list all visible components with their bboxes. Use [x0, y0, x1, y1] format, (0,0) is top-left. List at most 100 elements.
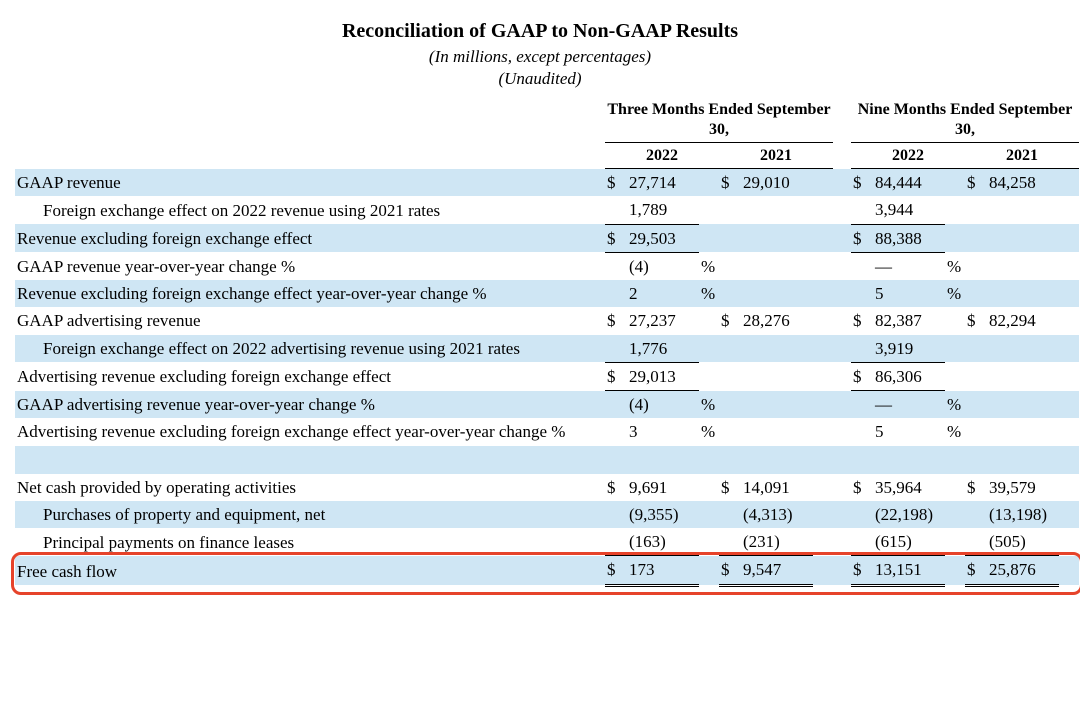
table-row: GAAP revenue $27,714 $29,010 $84,444 $84… [15, 169, 1079, 197]
cell-sym: $ [605, 362, 627, 390]
cell-num: 28,276 [741, 307, 813, 334]
cell-sym: $ [851, 556, 873, 585]
cell-num: 5 [873, 418, 945, 445]
cell-num: (22,198) [873, 501, 945, 528]
table-row: Principal payments on finance leases (16… [15, 528, 1079, 556]
cell-sym: $ [965, 169, 987, 197]
period-1-header: Three Months Ended September 30, [605, 97, 833, 143]
row-label: GAAP advertising revenue year-over-year … [15, 391, 605, 419]
row-label: GAAP revenue [15, 169, 605, 197]
row-label: Purchases of property and equipment, net [15, 501, 605, 528]
cell-sym: $ [719, 307, 741, 334]
cell-sym: $ [851, 474, 873, 501]
cell-num: 14,091 [741, 474, 813, 501]
cell-num: 1,776 [627, 335, 699, 363]
row-label: GAAP revenue year-over-year change % [15, 252, 605, 280]
row-label: Foreign exchange effect on 2022 revenue … [15, 196, 605, 224]
cell-sym: $ [965, 474, 987, 501]
table-row: GAAP advertising revenue year-over-year … [15, 391, 1079, 419]
table-row: Purchases of property and equipment, net… [15, 501, 1079, 528]
page-title: Reconciliation of GAAP to Non-GAAP Resul… [15, 20, 1065, 43]
table-row: Foreign exchange effect on 2022 advertis… [15, 335, 1079, 363]
cell-num: 82,294 [987, 307, 1059, 334]
row-label: Principal payments on finance leases [15, 528, 605, 556]
cell-sym: $ [719, 474, 741, 501]
cell-num: (163) [627, 528, 699, 556]
cell-sym: $ [605, 224, 627, 252]
cell-num: 173 [627, 556, 699, 585]
year-4: 2021 [965, 143, 1079, 169]
row-label: Advertising revenue excluding foreign ex… [15, 362, 605, 390]
table-row: Advertising revenue excluding foreign ex… [15, 418, 1079, 445]
cell-num: 3 [627, 418, 699, 445]
cell-sfx: % [945, 391, 965, 419]
table-row: Net cash provided by operating activitie… [15, 474, 1079, 501]
spacer-row [15, 446, 1079, 474]
row-label: Net cash provided by operating activitie… [15, 474, 605, 501]
page-subtitle-1: (In millions, except percentages) [15, 47, 1065, 67]
cell-num: 29,010 [741, 169, 813, 197]
year-1: 2022 [605, 143, 719, 169]
cell-sym: $ [851, 224, 873, 252]
cell-num: 27,714 [627, 169, 699, 197]
year-3: 2022 [851, 143, 965, 169]
cell-num: (9,355) [627, 501, 699, 528]
table-row: Revenue excluding foreign exchange effec… [15, 224, 1079, 252]
cell-sfx: % [945, 280, 965, 307]
cell-num: (4,313) [741, 501, 813, 528]
cell-sfx: % [699, 252, 719, 280]
cell-sfx: % [945, 418, 965, 445]
cell-num: 29,503 [627, 224, 699, 252]
cell-num: 39,579 [987, 474, 1059, 501]
cell-sfx: % [699, 280, 719, 307]
cell-num: (505) [987, 528, 1059, 556]
cell-num: (4) [627, 252, 699, 280]
row-label: Revenue excluding foreign exchange effec… [15, 280, 605, 307]
page-subtitle-2: (Unaudited) [15, 69, 1065, 89]
cell-num: 5 [873, 280, 945, 307]
table-row: GAAP advertising revenue $27,237 $28,276… [15, 307, 1079, 334]
cell-sym: $ [719, 169, 741, 197]
cell-num: (231) [741, 528, 813, 556]
cell-sym: $ [851, 169, 873, 197]
table-row: GAAP revenue year-over-year change % (4)… [15, 252, 1079, 280]
cell-num: 86,306 [873, 362, 945, 390]
cell-num: (615) [873, 528, 945, 556]
cell-num: 29,013 [627, 362, 699, 390]
cell-num: 13,151 [873, 556, 945, 585]
cell-num: 35,964 [873, 474, 945, 501]
cell-num: 9,547 [741, 556, 813, 585]
row-label: Free cash flow [15, 556, 605, 585]
cell-num: (4) [627, 391, 699, 419]
cell-num: 3,944 [873, 196, 945, 224]
cell-num: 82,387 [873, 307, 945, 334]
cell-sym: $ [965, 556, 987, 585]
cell-sfx: % [699, 418, 719, 445]
cell-sym: $ [965, 307, 987, 334]
cell-num: 2 [627, 280, 699, 307]
free-cash-flow-row: Free cash flow $173 $9,547 $13,151 $25,8… [15, 556, 1079, 585]
row-label: GAAP advertising revenue [15, 307, 605, 334]
cell-sym: $ [719, 556, 741, 585]
year-header-row: 2022 2021 2022 2021 [15, 143, 1079, 169]
cell-num: 84,444 [873, 169, 945, 197]
cell-sym: $ [851, 362, 873, 390]
cell-num: — [873, 252, 945, 280]
cell-num: 88,388 [873, 224, 945, 252]
cell-sfx: % [699, 391, 719, 419]
cell-num: 27,237 [627, 307, 699, 334]
table-row: Advertising revenue excluding foreign ex… [15, 362, 1079, 390]
cell-num: — [873, 391, 945, 419]
row-label: Foreign exchange effect on 2022 advertis… [15, 335, 605, 363]
year-2: 2021 [719, 143, 833, 169]
cell-num: 3,919 [873, 335, 945, 363]
cell-num: 25,876 [987, 556, 1059, 585]
financial-table: Three Months Ended September 30, Nine Mo… [15, 97, 1079, 587]
table-row: Revenue excluding foreign exchange effec… [15, 280, 1079, 307]
cell-num: (13,198) [987, 501, 1059, 528]
cell-sym: $ [605, 169, 627, 197]
cell-sym: $ [605, 307, 627, 334]
cell-sfx: % [945, 252, 965, 280]
period-2-header: Nine Months Ended September 30, [851, 97, 1079, 143]
cell-num: 1,789 [627, 196, 699, 224]
